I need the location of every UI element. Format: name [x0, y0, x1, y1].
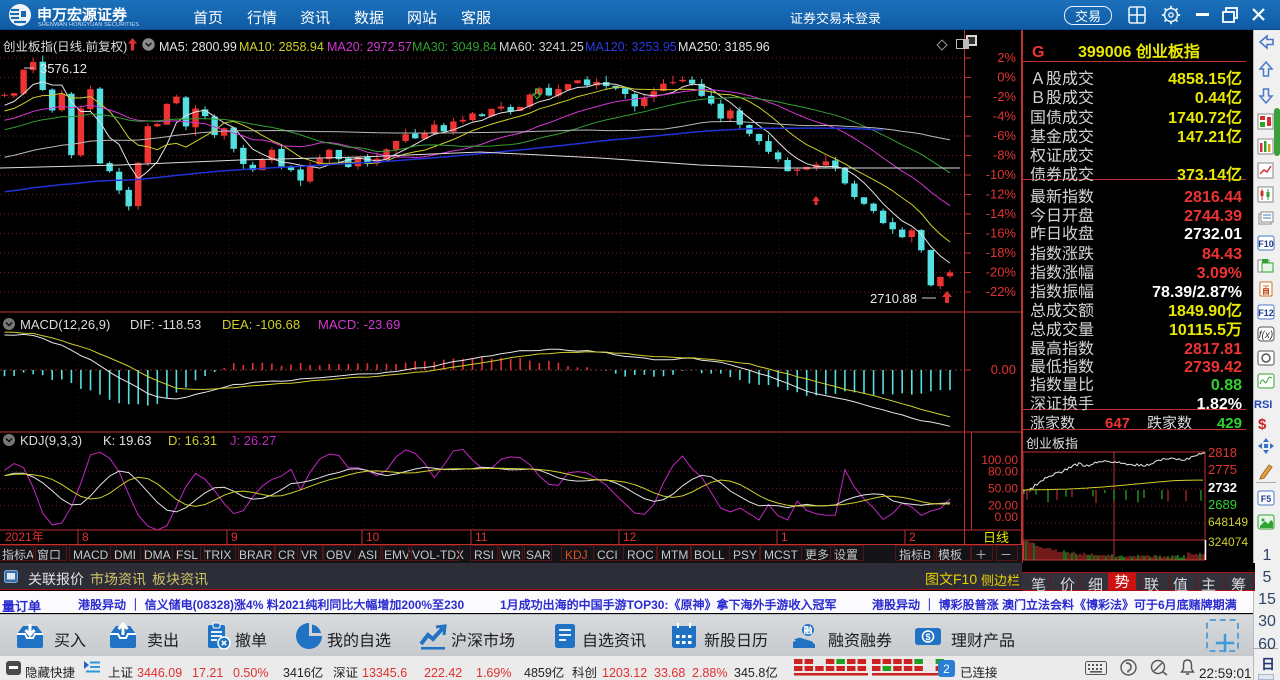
- svg-text:f(x): f(x): [1259, 326, 1273, 341]
- svg-text:10: 10: [366, 528, 380, 545]
- svg-text:2710.88: 2710.88: [870, 288, 917, 307]
- svg-text:-6%: -6%: [993, 125, 1017, 144]
- svg-text:F12: F12: [1258, 306, 1274, 319]
- svg-text:-22%: -22%: [986, 281, 1017, 300]
- svg-text:DIF: -118.53: DIF: -118.53: [130, 314, 201, 333]
- svg-text:融: 融: [803, 624, 812, 637]
- svg-text:-10%: -10%: [986, 164, 1017, 183]
- svg-text:-4%: -4%: [993, 106, 1017, 125]
- svg-text:DEA: -106.68: DEA: -106.68: [222, 314, 300, 333]
- svg-text:D: 16.31: D: 16.31: [168, 430, 217, 449]
- svg-text:100.00: 100.00: [981, 451, 1018, 468]
- svg-text:80.00: 80.00: [988, 462, 1018, 479]
- svg-text:2775: 2775: [1208, 459, 1237, 478]
- svg-text:324074: 324074: [1208, 533, 1248, 550]
- svg-text:MACD: -23.69: MACD: -23.69: [318, 314, 400, 333]
- svg-text:2%: 2%: [997, 47, 1016, 66]
- svg-text:0%: 0%: [997, 67, 1016, 86]
- svg-text:$: $: [925, 630, 930, 643]
- svg-text:-14%: -14%: [986, 203, 1017, 222]
- svg-text:F10: F10: [1258, 237, 1274, 250]
- svg-text:-16%: -16%: [986, 223, 1017, 242]
- svg-text:-20%: -20%: [986, 262, 1017, 281]
- svg-text:12: 12: [623, 528, 637, 545]
- svg-text:0.00: 0.00: [995, 508, 1019, 525]
- svg-text:2689: 2689: [1208, 494, 1237, 513]
- svg-text:8: 8: [82, 528, 89, 545]
- svg-text:9: 9: [231, 528, 238, 545]
- svg-text:日线: 日线: [983, 527, 1009, 545]
- svg-text:3576.12: 3576.12: [40, 58, 87, 77]
- svg-text:J: 26.27: J: 26.27: [230, 430, 276, 449]
- svg-text:F5: F5: [1261, 492, 1272, 505]
- svg-text:2021年: 2021年: [5, 528, 44, 545]
- svg-text:MACD(12,26,9): MACD(12,26,9): [20, 314, 110, 333]
- svg-text:-8%: -8%: [993, 145, 1017, 164]
- svg-text:20.00: 20.00: [988, 497, 1018, 514]
- svg-text:50.00: 50.00: [988, 480, 1018, 497]
- svg-text:2: 2: [909, 528, 916, 545]
- svg-text:648149: 648149: [1208, 513, 1248, 530]
- svg-text:自: 自: [1262, 286, 1270, 297]
- svg-text:1: 1: [781, 528, 788, 545]
- svg-text:0.00: 0.00: [991, 359, 1016, 378]
- svg-text:创业板指: 创业板指: [1026, 433, 1078, 452]
- svg-text:-12%: -12%: [986, 184, 1017, 203]
- svg-text:-18%: -18%: [986, 242, 1017, 261]
- svg-text:11: 11: [475, 528, 488, 545]
- svg-text:K: 19.63: K: 19.63: [103, 430, 151, 449]
- svg-text:-2%: -2%: [993, 86, 1017, 105]
- svg-text:2818: 2818: [1208, 442, 1237, 461]
- svg-text:KDJ(9,3,3): KDJ(9,3,3): [20, 430, 82, 449]
- svg-text:2732: 2732: [1208, 477, 1237, 496]
